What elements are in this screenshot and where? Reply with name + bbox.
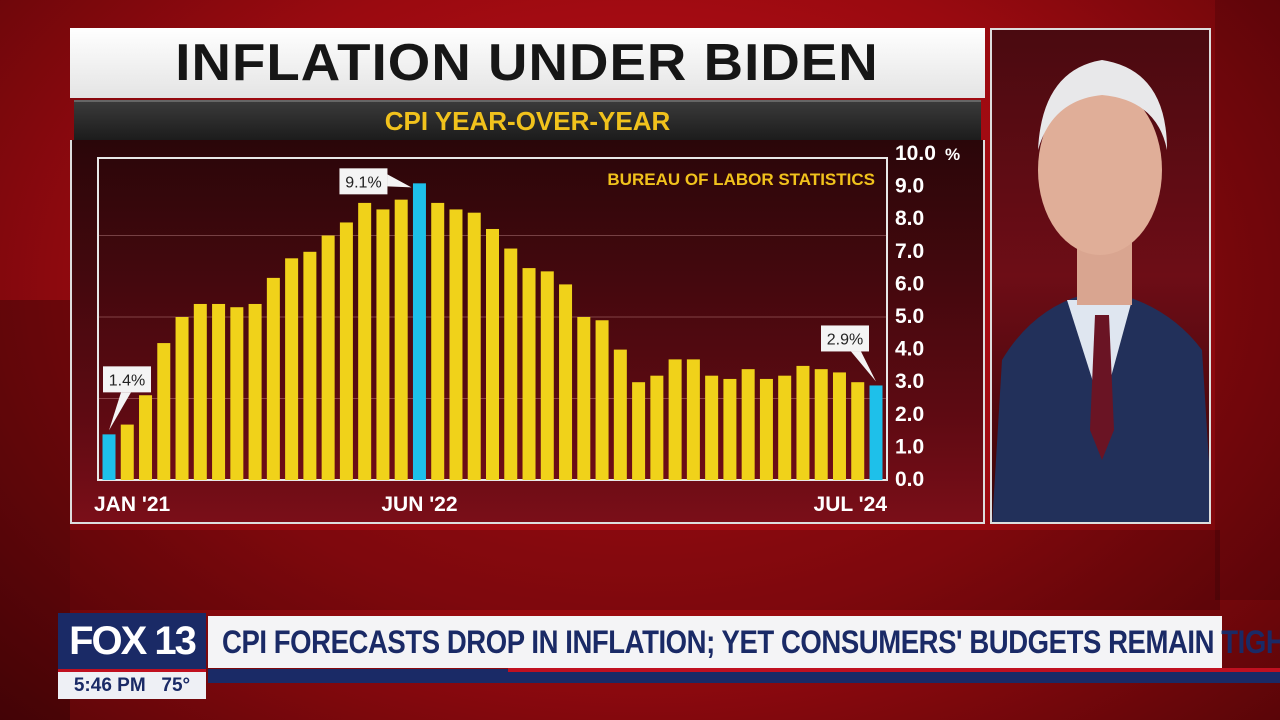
person-illustration: [992, 60, 1209, 522]
chart-panel: 0.0 1.0 2.0 3.0 4.0 5.0 6.0 7.0 8.0 9.0 10.0% JAN '…: [70, 140, 985, 524]
callout-label: 2.9%: [827, 331, 863, 348]
y-tick-label: 10.0: [895, 142, 936, 165]
bar-feb-2021: [120, 424, 134, 480]
bar-jun-2023: [632, 382, 646, 480]
source-label: BUREAU OF LABOR STATISTICS: [607, 170, 875, 189]
bar-jan-2024: [759, 378, 773, 480]
y-tick-label: 0.0: [895, 468, 924, 491]
y-tick-label: 6.0: [895, 272, 924, 295]
callout-pointer: [387, 174, 412, 188]
x-tick-label: JAN '21: [94, 493, 171, 516]
temperature: 75°: [161, 674, 191, 696]
y-unit-label: %: [945, 145, 960, 164]
bar-apr-2023: [595, 320, 609, 480]
bar-jan-2021: [102, 434, 116, 480]
bar-jul-2023: [650, 375, 664, 480]
y-tick-label: 4.0: [895, 338, 924, 361]
headline-box: CPI FORECASTS DROP IN INFLATION; YET CON…: [208, 616, 1280, 668]
bar-may-2022: [394, 199, 408, 480]
x-tick-label: JUN '22: [381, 493, 457, 516]
bar-sep-2022: [467, 212, 481, 480]
bar-sep-2021: [248, 303, 262, 480]
bar-feb-2022: [339, 222, 353, 480]
callout-box: [103, 366, 151, 393]
y-tick-label: 7.0: [895, 240, 924, 263]
bar-jun-2021: [193, 303, 207, 480]
bar-apr-2024: [814, 369, 828, 480]
bar-apr-2022: [376, 209, 390, 481]
y-tick-label: 8.0: [895, 207, 924, 230]
bar-aug-2022: [449, 209, 463, 481]
callout-box: [339, 168, 388, 195]
cpi-bar-chart: 0.0 1.0 2.0 3.0 4.0 5.0 6.0 7.0 8.0 9.0 10.0 % JAN '…: [94, 142, 960, 516]
bar-jul-2022: [431, 202, 445, 480]
time-weather-box: 5:46 PM 75°: [58, 669, 206, 699]
y-tick-label: 3.0: [895, 370, 924, 393]
bar-dec-2021: [303, 251, 317, 480]
x-tick-label: JUL '24: [814, 493, 888, 516]
bar-apr-2021: [157, 343, 171, 480]
station-logo: FOX 13: [58, 613, 206, 669]
bar-feb-2023: [559, 284, 573, 480]
callout-label: 9.1%: [345, 174, 381, 191]
background-streak: [1215, 0, 1280, 600]
bar-mar-2024: [796, 365, 810, 480]
portrait-photo: [990, 28, 1211, 524]
bar-jun-2024: [851, 382, 865, 480]
callout-box: [821, 325, 869, 352]
bar-sep-2023: [686, 359, 700, 480]
callout-pointer: [851, 351, 876, 382]
bar-mar-2023: [577, 317, 591, 480]
callout-pointer: [109, 392, 131, 431]
chart-subtitle: CPI YEAR-OVER-YEAR: [384, 105, 671, 136]
bar-jan-2023: [540, 271, 554, 480]
subtitle-panel: CPI YEAR-OVER-YEAR: [74, 100, 981, 140]
bar-may-2024: [832, 372, 846, 480]
bar-oct-2022: [486, 228, 499, 480]
bar-dec-2023: [741, 369, 755, 480]
bar-mar-2022: [358, 202, 372, 480]
title-panel: INFLATION UNDER BIDEN: [70, 28, 985, 98]
bar-jul-2021: [212, 303, 226, 480]
bar-nov-2022: [504, 248, 518, 480]
bar-aug-2021: [230, 307, 244, 480]
lower-third-accent: [508, 668, 1280, 672]
y-tick-label: 2.0: [895, 403, 924, 426]
clock-time: 5:46 PM: [73, 674, 146, 696]
bar-jul-2024: [869, 385, 883, 480]
bar-may-2021: [175, 317, 189, 480]
lower-third-band: [208, 669, 1280, 683]
y-tick-label: 9.0: [895, 175, 924, 198]
bar-feb-2024: [778, 375, 792, 480]
background-streak: [70, 530, 1220, 610]
y-tick-label: 1.0: [895, 435, 924, 458]
bar-dec-2022: [522, 268, 536, 480]
bar-jun-2022: [412, 183, 426, 480]
bar-oct-2023: [705, 375, 719, 480]
chart-title: INFLATION UNDER BIDEN: [175, 34, 880, 92]
bar-may-2023: [613, 349, 627, 480]
headline: CPI FORECASTS DROP IN INFLATION; YET CON…: [222, 623, 1280, 660]
bar-nov-2021: [285, 258, 299, 480]
y-tick-label: 5.0: [895, 305, 924, 328]
bar-nov-2023: [723, 378, 737, 480]
bar-jan-2022: [321, 235, 335, 480]
callout-label: 1.4%: [109, 372, 145, 389]
bar-aug-2023: [668, 359, 682, 480]
bar-mar-2021: [139, 395, 153, 480]
bar-oct-2021: [266, 277, 280, 480]
